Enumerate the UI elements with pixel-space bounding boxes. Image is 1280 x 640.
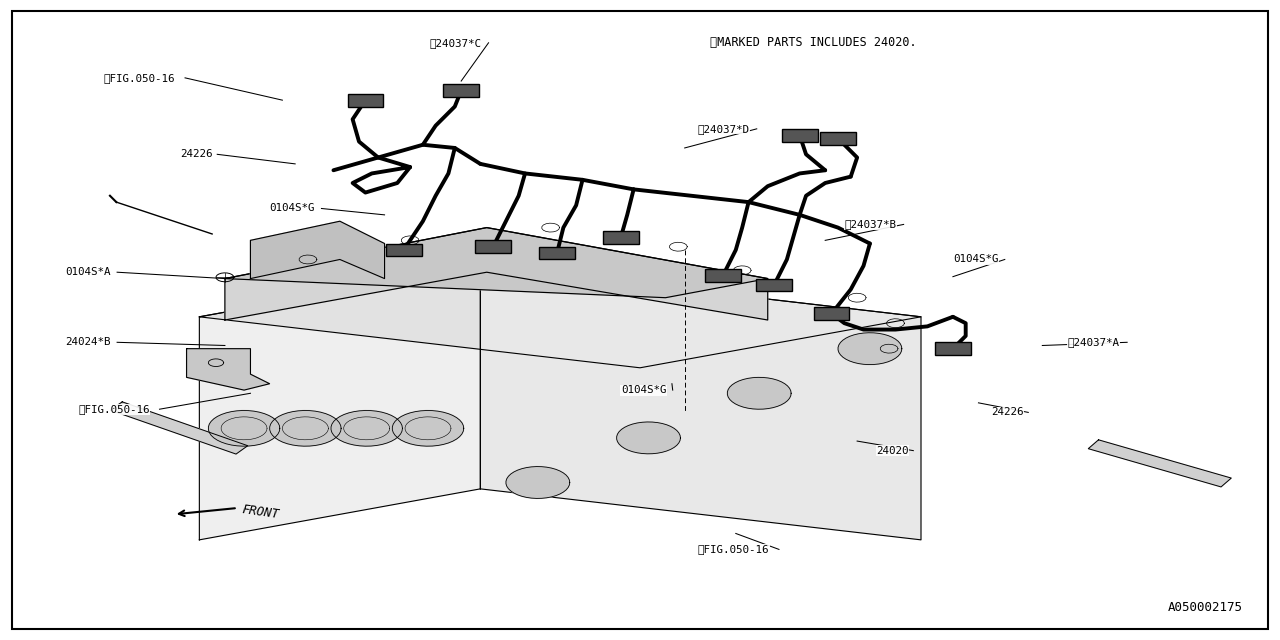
Text: ※FIG.050-16: ※FIG.050-16 (104, 73, 175, 83)
FancyBboxPatch shape (820, 132, 856, 145)
Polygon shape (838, 333, 902, 365)
Polygon shape (506, 467, 570, 499)
Text: ※MARKED PARTS INCLUDES 24020.: ※MARKED PARTS INCLUDES 24020. (710, 36, 916, 49)
FancyBboxPatch shape (603, 231, 639, 244)
Polygon shape (251, 221, 384, 278)
Polygon shape (209, 410, 280, 446)
FancyBboxPatch shape (814, 307, 850, 320)
Polygon shape (225, 228, 768, 298)
Polygon shape (270, 410, 342, 446)
Text: 0104S*G: 0104S*G (621, 385, 667, 395)
Polygon shape (187, 349, 270, 390)
Polygon shape (332, 410, 402, 446)
FancyBboxPatch shape (934, 342, 970, 355)
Text: 24226: 24226 (180, 149, 212, 159)
Text: ※24037*B: ※24037*B (845, 220, 896, 229)
Text: ※FIG.050-16: ※FIG.050-16 (698, 545, 769, 554)
Text: ※24037*C: ※24037*C (429, 38, 481, 48)
Text: FRONT: FRONT (242, 504, 280, 522)
Polygon shape (393, 410, 463, 446)
Text: 0104S*G: 0104S*G (952, 255, 998, 264)
Text: 24024*B: 24024*B (65, 337, 111, 348)
Text: ※24037*A: ※24037*A (1068, 337, 1120, 348)
Text: 24226: 24226 (991, 408, 1024, 417)
FancyBboxPatch shape (756, 278, 792, 291)
FancyBboxPatch shape (475, 241, 511, 253)
Text: ※24037*D: ※24037*D (698, 124, 750, 134)
Text: 0104S*G: 0104S*G (270, 204, 315, 214)
Polygon shape (200, 266, 922, 368)
FancyBboxPatch shape (539, 246, 575, 259)
Polygon shape (200, 266, 480, 540)
Text: 0104S*A: 0104S*A (65, 268, 111, 277)
FancyBboxPatch shape (385, 244, 421, 256)
FancyBboxPatch shape (705, 269, 741, 282)
FancyBboxPatch shape (782, 129, 818, 141)
FancyBboxPatch shape (12, 11, 1268, 629)
Text: 24020: 24020 (877, 445, 909, 456)
FancyBboxPatch shape (443, 84, 479, 97)
Polygon shape (110, 402, 248, 454)
FancyBboxPatch shape (347, 94, 383, 106)
Polygon shape (727, 378, 791, 409)
Polygon shape (480, 266, 922, 540)
Polygon shape (617, 422, 681, 454)
Text: A050002175: A050002175 (1167, 602, 1243, 614)
Text: ※FIG.050-16: ※FIG.050-16 (78, 404, 150, 414)
Polygon shape (1088, 440, 1231, 487)
Polygon shape (225, 228, 768, 320)
